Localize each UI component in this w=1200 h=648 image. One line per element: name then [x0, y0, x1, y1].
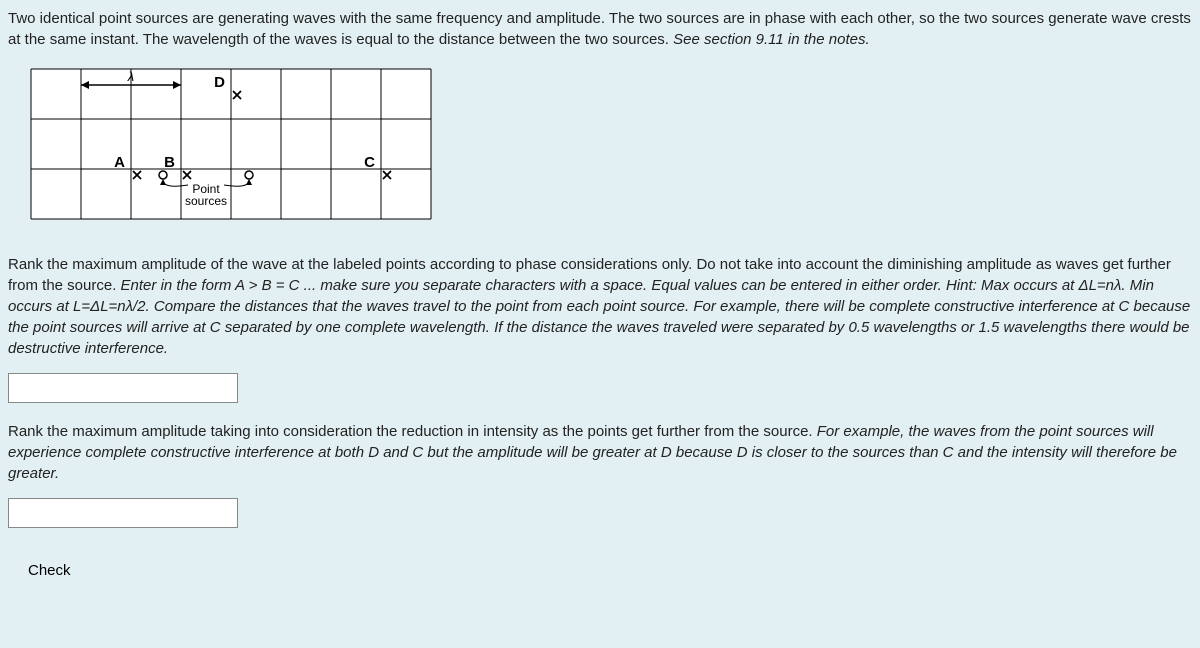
intro-paragraph: Two identical point sources are generati… — [8, 8, 1192, 50]
answer-1-input[interactable] — [8, 373, 238, 403]
svg-text:D: D — [214, 74, 225, 91]
svg-text:A: A — [114, 154, 125, 171]
wave-grid-diagram: λABCDPointsources — [26, 64, 446, 224]
intro-text: Two identical point sources are generati… — [8, 10, 1191, 48]
answer-2-input[interactable] — [8, 498, 238, 528]
svg-text:B: B — [164, 154, 175, 171]
q1-hint: Enter in the form A > B = C ... make sur… — [8, 277, 1190, 357]
check-button[interactable]: Check — [12, 552, 87, 589]
svg-text:sources: sources — [185, 194, 227, 208]
svg-text:λ: λ — [127, 69, 134, 84]
question-1: Rank the maximum amplitude of the wave a… — [8, 254, 1192, 359]
svg-text:C: C — [364, 154, 375, 171]
q2-lead: Rank the maximum amplitude taking into c… — [8, 423, 817, 440]
question-2: Rank the maximum amplitude taking into c… — [8, 421, 1192, 484]
see-notes: See section 9.11 in the notes. — [673, 31, 870, 48]
